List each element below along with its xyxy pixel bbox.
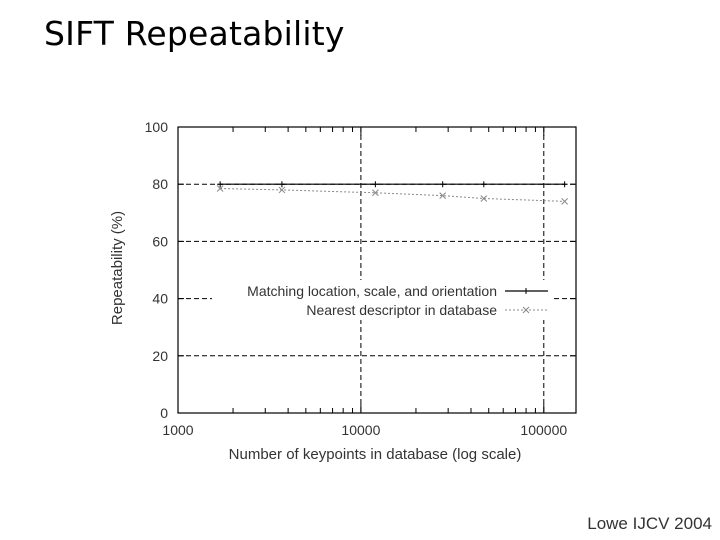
data-point: [439, 181, 446, 188]
data-point: [480, 195, 488, 202]
x-tick-label: 100000: [520, 422, 567, 438]
series-2: [216, 185, 568, 205]
tick-layer: 0 20 40 60 80 100 1000 10000 100000: [145, 119, 576, 438]
grid-layer: [178, 127, 576, 413]
y-tick-label: 80: [152, 176, 168, 192]
data-point: [217, 181, 224, 188]
legend-background: [212, 280, 552, 320]
data-point: [278, 181, 285, 188]
data-point: [372, 189, 379, 197]
series-line: [220, 187, 565, 202]
y-tick-label: 100: [145, 119, 169, 135]
legend-marker: [522, 306, 530, 314]
y-tick-label: 20: [152, 348, 168, 364]
slide-title: SIFT Repeatability: [44, 14, 345, 53]
series-layer: [216, 181, 568, 205]
data-point: [561, 198, 568, 205]
data-point: [278, 186, 286, 194]
y-axis-label: Repeatability (%): [109, 211, 126, 325]
y-tick-label: 60: [152, 233, 168, 249]
x-axis-label: Number of keypoints in database (log sca…: [229, 446, 522, 463]
legend-label: Matching location, scale, and orientatio…: [247, 283, 497, 299]
x-tick-label: 10000: [341, 422, 380, 438]
series-1: [217, 181, 568, 188]
citation: Lowe IJCV 2004: [587, 514, 712, 533]
x-tick-label: 1000: [162, 422, 193, 438]
data-point: [372, 181, 379, 188]
legend: Matching location, scale, and orientatio…: [212, 280, 552, 320]
plot-frame: [177, 126, 577, 414]
data-point: [561, 181, 568, 188]
data-point: [439, 192, 447, 199]
legend-label: Nearest descriptor in database: [306, 302, 497, 318]
y-tick-label: 40: [152, 291, 168, 307]
y-tick-label: 0: [160, 405, 168, 421]
legend-marker: [523, 288, 529, 294]
data-point: [480, 181, 487, 188]
data-point: [216, 185, 224, 192]
